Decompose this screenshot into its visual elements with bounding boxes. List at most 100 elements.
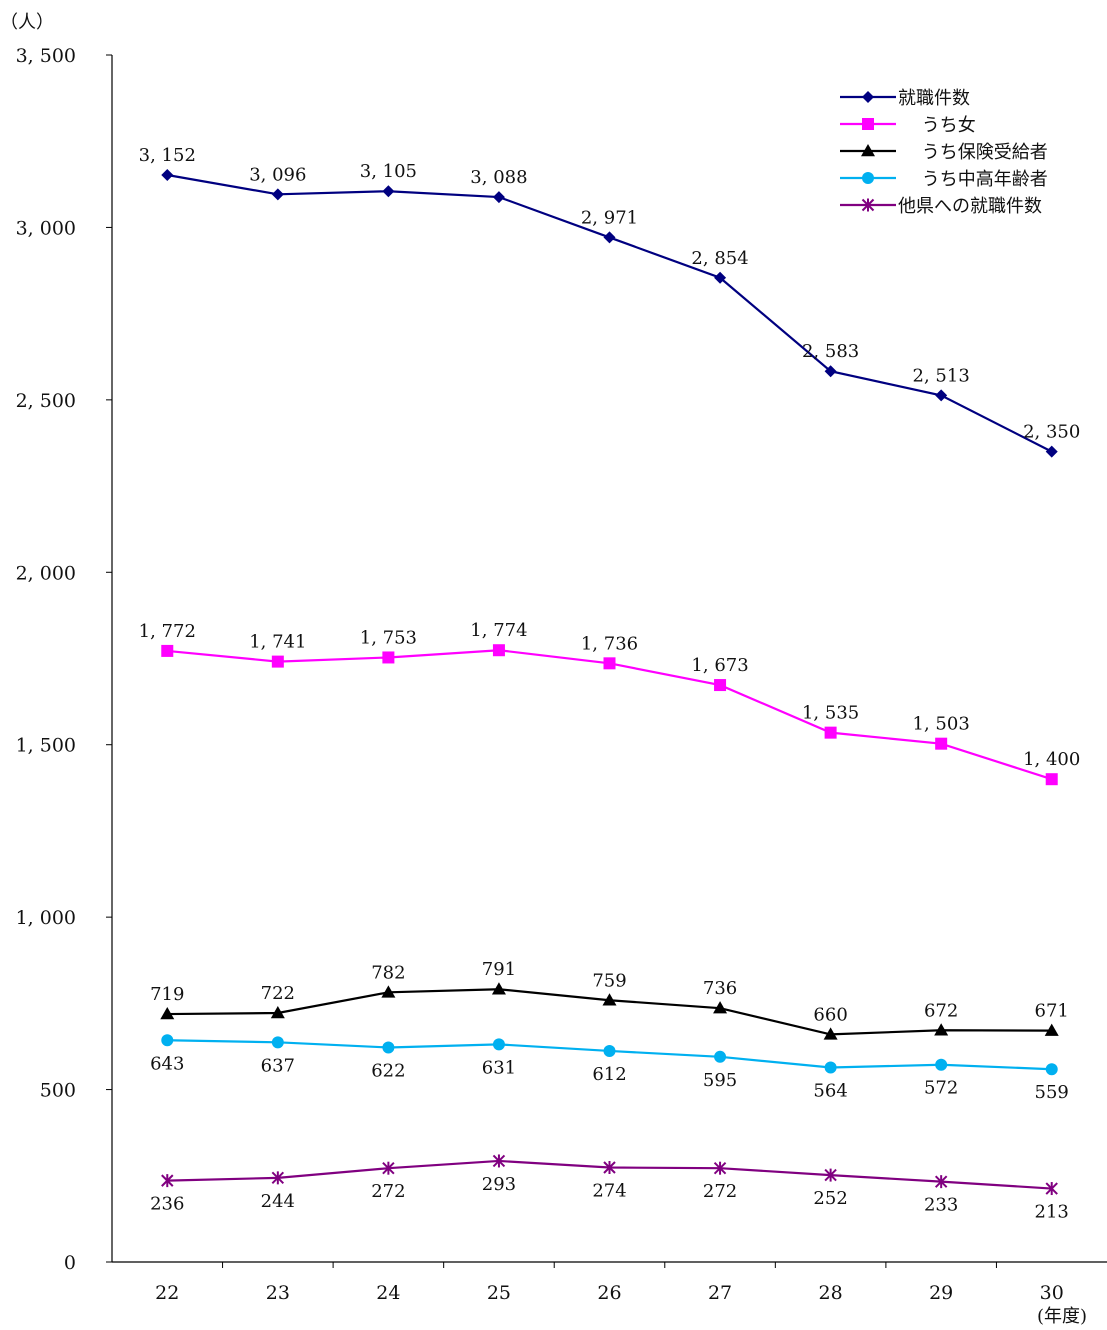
data-point-marker <box>934 1175 948 1189</box>
x-tick-label: 28 <box>819 1282 843 1304</box>
legend-marker <box>861 198 875 212</box>
data-point-marker <box>603 657 616 670</box>
data-point-marker <box>1045 445 1058 458</box>
x-tick-label: 22 <box>155 1282 179 1304</box>
legend-item: うち女 <box>840 115 976 136</box>
y-tick-label: 0 <box>64 1252 76 1274</box>
legend-label: 他県への就職件数 <box>898 196 1042 217</box>
y-tick-label: 2, 500 <box>16 390 76 412</box>
data-point-marker <box>271 1171 285 1185</box>
data-labels: 3, 152 3, 096 3, 105 3, 088 2, 971 2, 854 2, 5… <box>139 145 1081 1223</box>
series-3 <box>160 982 1059 1040</box>
data-label: 1, 772 <box>139 621 196 642</box>
legend-item: 就職件数 <box>840 88 970 109</box>
data-point-marker <box>603 1161 616 1175</box>
series-1 <box>161 169 1058 458</box>
data-label: 782 <box>371 962 405 983</box>
legend-item: うち保険受給者 <box>840 142 1048 163</box>
series-5 <box>161 1154 1058 1196</box>
data-point-marker <box>160 1007 175 1020</box>
data-label: 3, 096 <box>249 164 306 185</box>
data-point-marker <box>934 1023 949 1036</box>
data-label: 2, 854 <box>691 248 748 269</box>
data-label: 559 <box>1035 1082 1069 1103</box>
data-label: 722 <box>261 983 295 1004</box>
data-point-marker <box>271 188 284 201</box>
y-tick-label: 1, 500 <box>16 735 76 757</box>
series-4 <box>161 1034 1058 1076</box>
data-label: 233 <box>924 1195 958 1216</box>
data-label: 631 <box>482 1057 516 1078</box>
data-label: 643 <box>150 1053 184 1074</box>
data-point-marker <box>382 185 395 198</box>
data-label: 564 <box>813 1081 847 1102</box>
data-point-marker <box>824 1168 837 1182</box>
x-tick-label: 24 <box>376 1282 400 1304</box>
data-point-marker <box>1045 1182 1058 1196</box>
data-point-marker <box>271 655 284 668</box>
y-tick-label: 3, 000 <box>16 217 76 239</box>
x-tick-label: 25 <box>487 1282 511 1304</box>
data-label: 672 <box>924 1000 958 1021</box>
data-point-marker <box>161 169 174 182</box>
x-tick-label: 27 <box>708 1282 732 1304</box>
axes: 0 500 1, 000 1, 500 2, 000 2, 500 3, 000 3, 500… <box>0 12 1107 1327</box>
data-point-marker <box>714 1050 727 1063</box>
data-point-marker <box>714 271 727 284</box>
data-point-marker <box>382 651 395 664</box>
data-label: 759 <box>592 970 626 991</box>
data-label: 1, 400 <box>1023 749 1080 770</box>
data-label: 572 <box>924 1078 958 1099</box>
legend-marker <box>862 118 874 130</box>
data-label: 3, 105 <box>360 161 417 182</box>
x-unit-label: (年度) <box>1037 1306 1087 1326</box>
data-label: 3, 152 <box>139 145 196 166</box>
data-label: 1, 736 <box>581 633 638 654</box>
x-tick-label: 23 <box>266 1282 290 1304</box>
data-label: 1, 741 <box>249 632 306 653</box>
data-label: 236 <box>150 1194 184 1215</box>
data-point-marker <box>935 1058 948 1071</box>
series-2 <box>161 644 1058 786</box>
series-layer <box>160 169 1059 1196</box>
data-label: 293 <box>482 1174 516 1195</box>
data-point-marker <box>824 726 837 739</box>
y-tick-label: 500 <box>40 1080 76 1102</box>
legend-item: うち中高年齢者 <box>840 169 1048 190</box>
data-point-marker <box>603 1044 616 1057</box>
data-point-marker <box>1045 773 1058 786</box>
data-point-marker <box>935 389 948 402</box>
data-point-marker <box>382 1161 395 1175</box>
data-point-marker <box>492 1154 506 1168</box>
data-label: 736 <box>703 978 737 999</box>
data-label: 1, 535 <box>802 703 859 724</box>
data-label: 274 <box>592 1181 626 1202</box>
legend-label: うち中高年齢者 <box>898 169 1048 190</box>
data-point-marker <box>161 1174 174 1188</box>
data-point-marker <box>714 679 727 692</box>
legend-label: 就職件数 <box>898 88 970 109</box>
data-point-marker <box>381 985 396 998</box>
y-tick-label: 3, 500 <box>16 45 76 67</box>
data-label: 244 <box>261 1191 295 1212</box>
data-label: 660 <box>813 1004 847 1025</box>
data-point-marker <box>382 1041 395 1054</box>
data-label: 2, 971 <box>581 207 638 228</box>
data-label: 2, 350 <box>1023 422 1080 443</box>
data-label: 272 <box>703 1181 737 1202</box>
y-tick-label: 1, 000 <box>16 907 76 929</box>
x-tick-label: 29 <box>929 1282 953 1304</box>
y-tick-label: 2, 000 <box>16 562 76 584</box>
data-label: 612 <box>592 1064 626 1085</box>
data-point-marker <box>1044 1023 1059 1036</box>
legend-label: うち保険受給者 <box>898 142 1048 163</box>
data-label: 1, 673 <box>691 655 748 676</box>
data-label: 1, 503 <box>913 714 970 735</box>
data-point-marker <box>161 644 174 657</box>
data-label: 719 <box>150 984 184 1005</box>
data-point-marker <box>492 191 505 204</box>
y-unit-label: （人） <box>0 12 54 33</box>
legend-marker <box>862 172 874 184</box>
